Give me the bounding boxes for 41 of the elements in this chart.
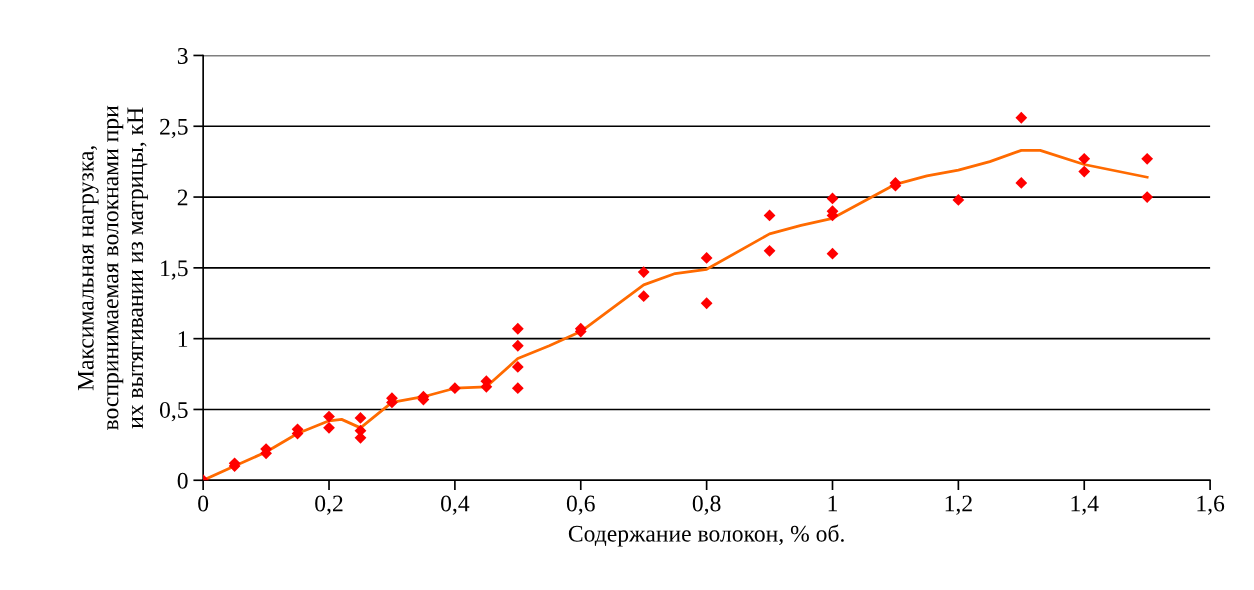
point [1078,165,1091,178]
point [449,382,461,395]
x-axis-title: Содержание волокон, % об. [568,524,844,547]
y-tick-label: 1 [178,331,188,347]
point [511,339,524,352]
point [763,209,776,222]
x-tick-label: 0,6 [566,495,595,515]
point [700,297,713,310]
line-series [203,148,1149,481]
point [1015,111,1028,124]
point [511,322,524,335]
point [1078,152,1091,165]
x-tick-label: 0,4 [441,495,470,515]
x-tick-label: 0 [198,495,209,512]
point [763,244,776,257]
y-tick-label: 0,5 [159,401,188,422]
y-tick-label: 3 [177,48,188,64]
y-tick-label: 0 [177,472,188,489]
point [354,412,367,424]
y-tick-label: 1,5 [161,260,188,280]
point [826,247,839,260]
x-tick-label: 0,8 [692,495,721,515]
y-tick-label: 2 [177,189,188,206]
x-tick-label: 1,4 [1071,495,1099,515]
point [700,252,713,264]
point [637,266,650,278]
point [323,421,335,434]
point [952,194,965,206]
point [637,290,650,303]
point [1141,152,1154,165]
point [1015,177,1028,189]
point [1141,191,1154,203]
x-tick-label: 1 [828,495,837,512]
y-axis-title: Максимальная нагрузка, воспринимаемая волокнами при их вытягивании из матрицы, кН [78,105,148,431]
x-tick-label: 1,2 [945,495,972,515]
point [323,410,335,423]
point [511,361,524,373]
x-tick-label: 1,6 [1197,495,1225,515]
x-tick-label: 0,2 [315,495,343,515]
y-tick-label: 2,5 [160,118,188,139]
point [511,382,524,395]
